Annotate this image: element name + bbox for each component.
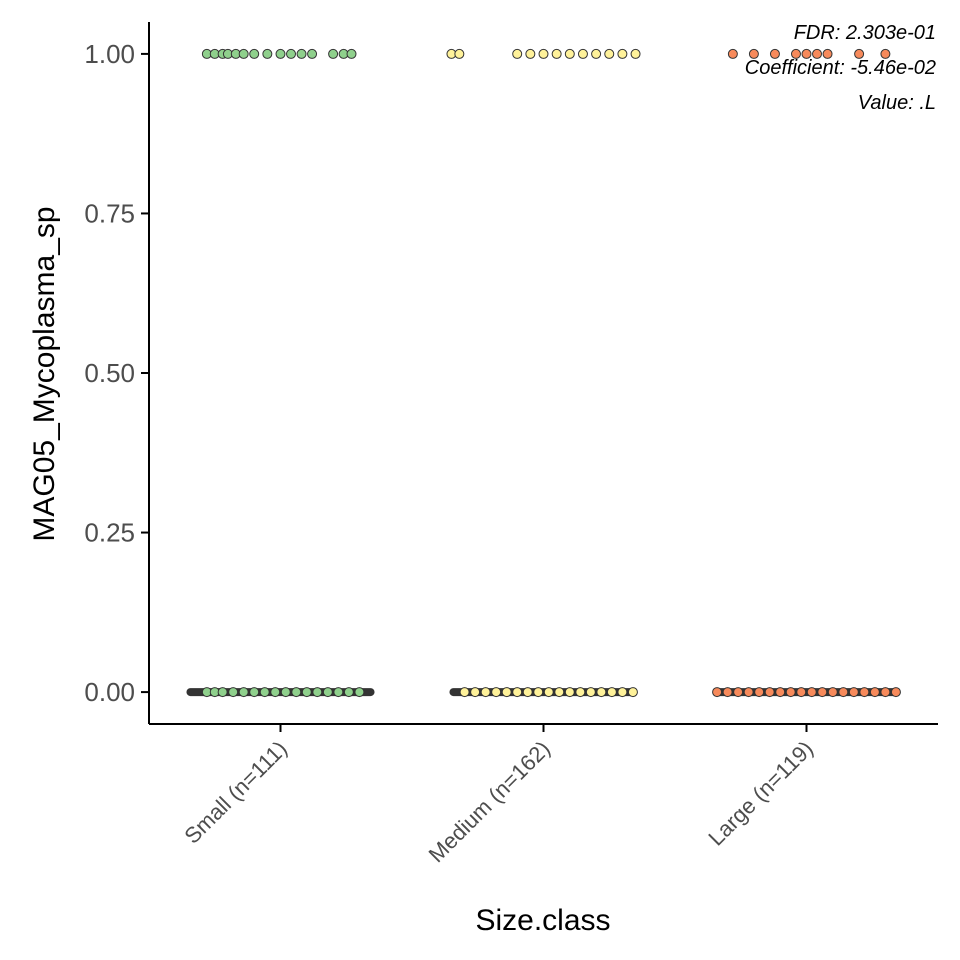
data-point	[764, 687, 775, 698]
data-point	[630, 48, 641, 59]
y-tick-label: 0.25	[84, 518, 135, 548]
data-point	[454, 48, 465, 59]
data-point	[754, 687, 765, 698]
data-point	[275, 48, 286, 59]
data-point	[346, 48, 357, 59]
y-tick-label: 0.75	[84, 198, 135, 228]
data-point	[801, 48, 812, 59]
data-point	[575, 687, 586, 698]
data-point	[328, 48, 339, 59]
data-point	[769, 48, 780, 59]
data-point	[459, 687, 470, 698]
data-point	[307, 48, 318, 59]
data-point	[543, 687, 554, 698]
data-point	[627, 687, 638, 698]
data-point	[296, 48, 307, 59]
jitter-points	[201, 48, 901, 698]
data-point	[522, 687, 533, 698]
data-point	[859, 687, 870, 698]
data-point	[270, 687, 281, 698]
data-point	[301, 687, 312, 698]
data-point	[880, 687, 891, 698]
data-point	[838, 687, 849, 698]
data-point	[596, 687, 607, 698]
data-point	[470, 687, 481, 698]
data-point	[812, 48, 823, 59]
x-tick-label: Medium (n=162)	[424, 736, 555, 867]
data-point	[249, 687, 260, 698]
data-point	[743, 687, 754, 698]
data-point	[217, 687, 228, 698]
data-point	[525, 48, 536, 59]
annotation-fdr: FDR: 2.303e-01	[794, 22, 936, 44]
data-point	[354, 687, 365, 698]
data-point	[480, 687, 491, 698]
data-point	[817, 687, 828, 698]
data-point	[322, 687, 333, 698]
data-point	[617, 48, 628, 59]
data-point	[280, 687, 291, 698]
data-point	[291, 687, 302, 698]
x-tick-label: Large (n=119)	[703, 736, 818, 851]
x-tick-label: Small (n=111)	[179, 736, 292, 849]
data-point	[796, 687, 807, 698]
data-point	[533, 687, 544, 698]
annotation-value: Value: .L	[858, 92, 936, 114]
data-point	[286, 48, 297, 59]
x-axis-ticks: Small (n=111) Medium (n=162) Large (n=119)	[179, 724, 818, 867]
data-point	[733, 687, 744, 698]
data-point	[890, 687, 901, 698]
data-point	[822, 48, 833, 59]
data-point	[722, 687, 733, 698]
data-point	[617, 687, 628, 698]
data-point	[790, 48, 801, 59]
data-point	[848, 687, 859, 698]
data-point	[538, 48, 549, 59]
data-point	[564, 687, 575, 698]
data-point	[854, 48, 865, 59]
data-point	[564, 48, 575, 59]
y-axis-ticks: 0.00 0.25 0.50 0.75 1.00	[84, 39, 149, 707]
data-point	[551, 48, 562, 59]
data-point	[585, 687, 596, 698]
data-point	[259, 687, 270, 698]
data-point	[554, 687, 565, 698]
data-point	[343, 687, 354, 698]
y-axis-title: MAG05_Mycoplasma_sp	[28, 206, 61, 541]
data-point	[238, 687, 249, 698]
data-point	[238, 48, 249, 59]
data-point	[491, 687, 502, 698]
data-point	[228, 687, 239, 698]
data-point	[880, 48, 891, 59]
data-point	[591, 48, 602, 59]
annotation-coefficient: Coefficient: -5.46e-02	[745, 57, 936, 79]
data-point	[727, 48, 738, 59]
data-point	[748, 48, 759, 59]
data-point	[512, 48, 523, 59]
data-point	[312, 687, 323, 698]
data-point	[785, 687, 796, 698]
data-point	[827, 687, 838, 698]
data-point	[262, 48, 273, 59]
data-point	[577, 48, 588, 59]
data-point	[606, 687, 617, 698]
data-point	[333, 687, 344, 698]
y-tick-label: 1.00	[84, 39, 135, 69]
y-tick-label: 0.50	[84, 358, 135, 388]
data-point	[604, 48, 615, 59]
data-point	[249, 48, 260, 59]
data-point	[512, 687, 523, 698]
data-point	[712, 687, 723, 698]
y-tick-label: 0.00	[84, 677, 135, 707]
data-point	[806, 687, 817, 698]
x-axis-title: Size.class	[475, 904, 610, 937]
data-point	[869, 687, 880, 698]
data-point	[501, 687, 512, 698]
data-point	[775, 687, 786, 698]
